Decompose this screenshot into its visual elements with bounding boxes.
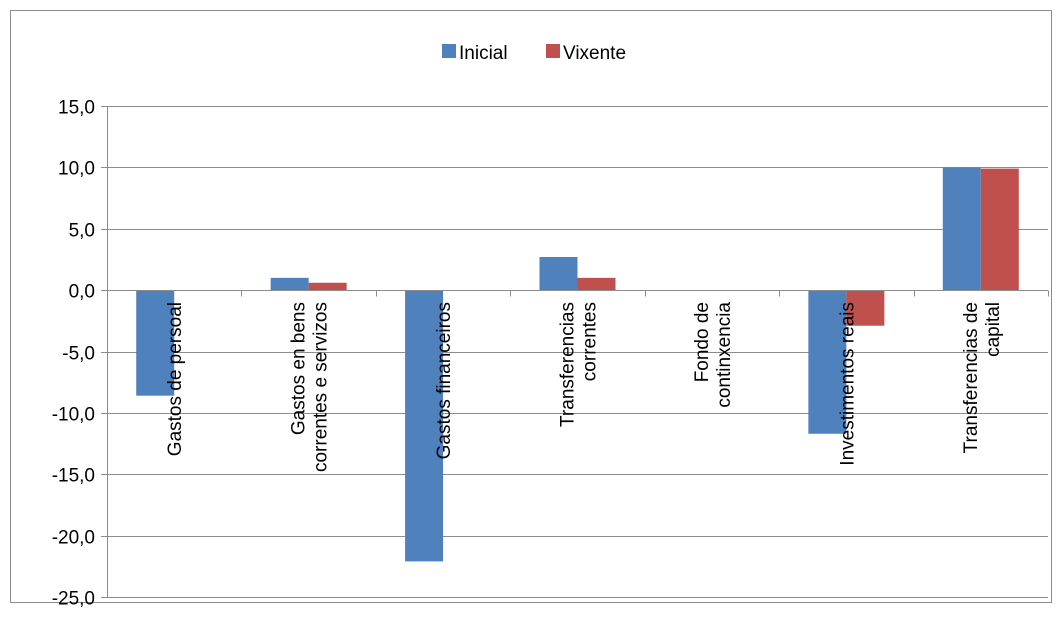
category-label-3: Transferencias correntes bbox=[558, 302, 601, 427]
bar-inicial-2 bbox=[405, 290, 444, 562]
bars bbox=[136, 167, 1019, 562]
bar-inicial-5 bbox=[808, 290, 847, 434]
bar-vixente-1 bbox=[308, 282, 347, 291]
category-label-4: Fondo de continxencia bbox=[692, 302, 735, 408]
category-label-line: Gastos financeiros bbox=[434, 302, 455, 459]
category-label-line: Investimentos reais bbox=[837, 302, 858, 466]
y-tick-label: 10,0 bbox=[58, 159, 95, 180]
category-label-line: Transferencias de bbox=[961, 302, 982, 453]
category-label-line: capital bbox=[983, 302, 1004, 357]
category-label-2: Gastos financeiros bbox=[434, 302, 455, 459]
legend-label: Inicial bbox=[459, 43, 508, 64]
y-axis-ticks: 15,0 10,0 5,0 0,0 -5,0 -10,0 -15,0 -20,0 -25,0 bbox=[52, 98, 107, 610]
category-label-line: Gastos en bens bbox=[289, 302, 310, 435]
legend-swatch bbox=[442, 44, 456, 58]
axes bbox=[107, 106, 1049, 597]
bar-inicial-1 bbox=[270, 277, 309, 291]
y-tick-label: -10,0 bbox=[52, 405, 95, 426]
bar-vixente-3 bbox=[577, 277, 616, 291]
bar-vixente-6 bbox=[980, 168, 1019, 291]
bar-inicial-3 bbox=[539, 256, 578, 291]
category-label-line: correntes e servizos bbox=[311, 302, 332, 472]
category-label-6: Transferencias de capital bbox=[961, 302, 1004, 453]
legend: Inicial Vixente bbox=[442, 43, 626, 64]
category-label-line: Transferencias bbox=[558, 302, 579, 427]
legend-item-vixente: Vixente bbox=[546, 43, 626, 64]
legend-label: Vixente bbox=[563, 43, 626, 64]
y-tick-label: -20,0 bbox=[52, 528, 95, 549]
y-tick-label: -15,0 bbox=[52, 466, 95, 487]
legend-swatch bbox=[546, 44, 560, 58]
y-tick-label: 15,0 bbox=[58, 98, 95, 119]
category-label-0: Gastos de persoal bbox=[165, 302, 186, 456]
category-labels: Gastos de persoal Gastos en bens correntes… bbox=[165, 302, 1004, 472]
y-tick-label: -25,0 bbox=[52, 589, 95, 610]
gridlines bbox=[107, 106, 1048, 598]
y-tick-label: -5,0 bbox=[62, 344, 95, 365]
category-label-line: Gastos de persoal bbox=[165, 302, 186, 456]
legend-item-inicial: Inicial bbox=[442, 43, 508, 64]
category-label-line: correntes bbox=[580, 302, 601, 381]
category-label-line: continxencia bbox=[714, 302, 735, 408]
bar-inicial-0 bbox=[136, 290, 175, 396]
category-label-5: Investimentos reais bbox=[837, 302, 858, 466]
category-label-1: Gastos en bens correntes e servizos bbox=[289, 302, 332, 472]
category-label-line: Fondo de bbox=[692, 302, 713, 382]
y-tick-label: 0,0 bbox=[69, 282, 95, 303]
y-tick-label: 5,0 bbox=[69, 221, 95, 242]
bar-inicial-6 bbox=[942, 167, 981, 291]
bar-vixente-5 bbox=[846, 290, 885, 326]
